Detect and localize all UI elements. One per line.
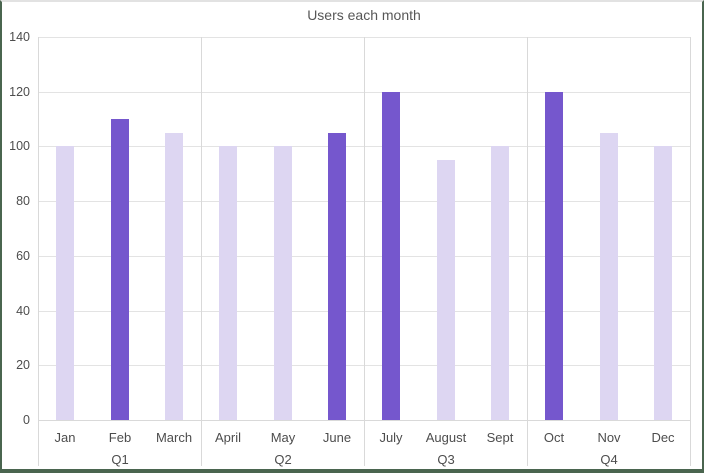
bar — [545, 92, 563, 420]
quarter-separator — [201, 37, 202, 466]
quarter-separator — [527, 37, 528, 466]
quarter-label: Q2 — [274, 452, 292, 467]
bar — [56, 146, 74, 420]
quarter-separator — [690, 37, 691, 466]
quarter-separator — [38, 37, 39, 466]
month-label: Sept — [486, 430, 514, 445]
month-label: March — [155, 430, 193, 445]
y-axis-tick-label: 20 — [16, 358, 30, 372]
y-axis-tick-label: 0 — [23, 413, 30, 427]
month-label: April — [214, 430, 241, 445]
bar — [654, 146, 672, 420]
month-label: June — [322, 430, 352, 445]
month-label: Dec — [651, 430, 675, 445]
month-label: Oct — [543, 430, 565, 445]
bar — [382, 92, 400, 420]
y-axis-tick-label: 80 — [16, 194, 30, 208]
month-label: May — [270, 430, 296, 445]
month-label: Jan — [54, 430, 76, 445]
bar — [165, 133, 183, 420]
y-axis-tick-label: 140 — [9, 30, 30, 44]
y-axis-tick-label: 120 — [9, 85, 30, 99]
chart-title: Users each month — [307, 7, 421, 23]
bar — [437, 160, 455, 420]
y-axis-tick-label: 40 — [16, 304, 30, 318]
bar — [600, 133, 618, 420]
bar — [219, 146, 237, 420]
quarter-label: Q3 — [437, 452, 455, 467]
month-label: Nov — [597, 430, 621, 445]
bar — [274, 146, 292, 420]
bar — [111, 119, 129, 420]
y-axis-tick-label: 60 — [16, 249, 30, 263]
bar — [328, 133, 346, 420]
quarter-label: Q1 — [111, 452, 129, 467]
month-label: Feb — [108, 430, 132, 445]
quarter-separator — [364, 37, 365, 466]
month-label: July — [379, 430, 403, 445]
bar — [491, 146, 509, 420]
month-label: August — [425, 430, 467, 445]
y-axis-tick-label: 100 — [9, 139, 30, 153]
quarter-label: Q4 — [600, 452, 618, 467]
